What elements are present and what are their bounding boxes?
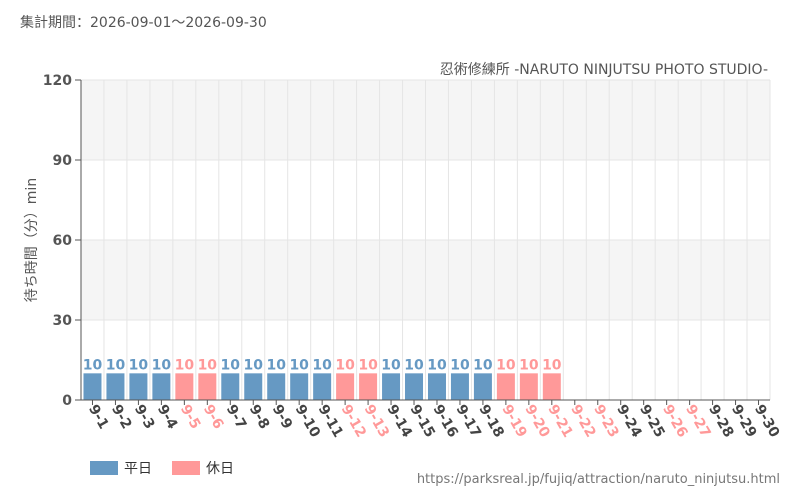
y-tick-labels: 0 30 60 90 120	[43, 73, 72, 409]
bar-value-label: 10	[312, 357, 332, 373]
bar	[427, 373, 446, 400]
legend-label-holiday: 休日	[206, 461, 234, 477]
bar	[152, 373, 171, 400]
bar	[336, 373, 355, 400]
y-axis-label: 待ち時間（分）min	[24, 178, 40, 302]
x-tick-label: 9-30	[751, 402, 783, 441]
source-url: https://parksreal.jp/fujiq/attraction/na…	[416, 472, 780, 487]
x-tick-label: 9-2	[108, 402, 135, 432]
bar	[244, 373, 263, 400]
x-tick-label: 9-5	[177, 402, 204, 432]
bar-value-label: 10	[473, 357, 493, 373]
bar-value-label: 10	[106, 357, 126, 373]
x-tick-label: 9-8	[246, 402, 273, 432]
bar-value-label: 10	[266, 357, 286, 373]
bar-value-label: 10	[496, 357, 516, 373]
bar-value-label: 10	[542, 357, 562, 373]
bar	[175, 373, 194, 400]
bar-value-label: 10	[175, 357, 195, 373]
bar	[382, 373, 401, 400]
bars	[83, 373, 561, 400]
bar	[267, 373, 286, 400]
bar-value-label: 10	[427, 357, 447, 373]
bar-value-label: 10	[83, 357, 103, 373]
x-tick-label: 9-4	[154, 402, 181, 432]
bar	[106, 373, 125, 400]
bar-value-label: 10	[198, 357, 218, 373]
x-tick-label: 9-9	[269, 402, 296, 432]
x-tick-label: 9-3	[131, 402, 158, 432]
chart-title: 忍術修練所 -NARUTO NINJUTSU PHOTO STUDIO-	[440, 62, 768, 78]
bar-value-label: 10	[450, 357, 470, 373]
bar	[221, 373, 240, 400]
bar-value-label: 10	[358, 357, 378, 373]
legend-item-weekday: 平日	[90, 458, 152, 478]
bar-value-label: 10	[519, 357, 539, 373]
legend-item-holiday: 休日	[172, 458, 234, 478]
bar-value-label: 10	[221, 357, 241, 373]
bar	[405, 373, 424, 400]
x-tick-label: 9-1	[85, 402, 112, 432]
y-tick-label: 120	[43, 73, 72, 89]
bar-value-label: 10	[289, 357, 309, 373]
bar	[313, 373, 332, 400]
bar	[198, 373, 217, 400]
bar	[129, 373, 148, 400]
x-tick-labels: 9-19-29-39-49-59-69-79-89-99-109-119-129…	[85, 400, 783, 441]
x-tick-label: 9-6	[200, 402, 227, 432]
legend-label-weekday: 平日	[124, 461, 152, 477]
bar	[359, 373, 378, 400]
bar-value-label: 10	[404, 357, 424, 373]
bar-value-label: 10	[129, 357, 149, 373]
bar-value-labels: 10 10 10 10 10 10 10 10 10 10 10 10 10 10 10 10 10 10 10 10…	[83, 357, 562, 373]
bar-value-label: 10	[335, 357, 355, 373]
bar	[473, 373, 492, 400]
bar	[496, 373, 515, 400]
y-tick-label: 60	[53, 233, 73, 249]
bar	[83, 373, 102, 400]
legend: 平日 休日	[90, 458, 254, 478]
legend-swatch-holiday	[172, 461, 200, 475]
bar-value-label: 10	[152, 357, 172, 373]
y-tick-label: 90	[53, 153, 73, 169]
period-label: 集計期間：2026-09-01～2026-09-30	[20, 15, 267, 31]
bar	[542, 373, 561, 400]
bar	[450, 373, 469, 400]
horizontal-gridlines	[75, 79, 770, 401]
x-tick-label: 9-7	[223, 402, 250, 432]
bar-value-label: 10	[381, 357, 401, 373]
y-tick-label: 0	[62, 393, 72, 409]
bar-value-label: 10	[244, 357, 264, 373]
bar	[290, 373, 309, 400]
axes	[80, 80, 770, 401]
legend-swatch-weekday	[90, 461, 118, 475]
bar	[519, 373, 538, 400]
y-tick-label: 30	[53, 313, 73, 329]
